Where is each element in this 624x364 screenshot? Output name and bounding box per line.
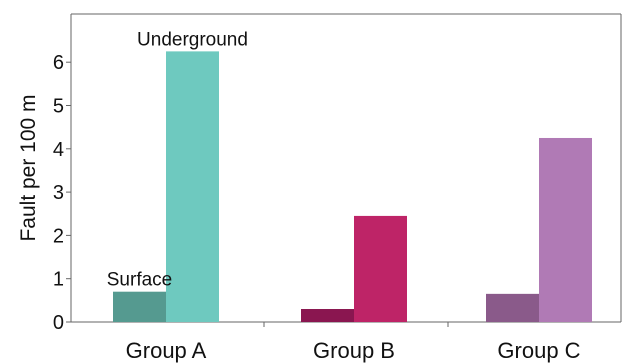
x-category-label: Group A	[126, 338, 207, 363]
bar-surface-group-a	[113, 291, 166, 322]
x-category-label: Group B	[313, 338, 395, 363]
y-tick-label: 2	[53, 225, 64, 247]
bar-surface-group-b	[301, 309, 354, 322]
y-tick-label: 1	[53, 269, 64, 291]
annotation-underground: Underground	[137, 29, 248, 50]
bar-underground-group-b	[354, 215, 407, 322]
bar-surface-group-c	[486, 293, 539, 322]
y-tick-label: 6	[53, 52, 64, 74]
labels: 0 1 2 3 4 5 6 Group A Group B Group C Fault per 10…	[17, 29, 581, 363]
y-tick-label: 3	[53, 182, 64, 204]
y-tick-label: 4	[53, 139, 64, 161]
y-tick-label: 5	[53, 96, 64, 118]
x-category-label: Group C	[497, 338, 580, 363]
y-axis-title: Fault per 100 m	[17, 94, 40, 241]
annotation-surface: Surface	[107, 270, 172, 291]
bars	[113, 51, 592, 322]
bar-underground-group-c	[539, 137, 592, 322]
y-tick-label: 0	[53, 312, 64, 334]
bar-underground-group-a	[166, 51, 219, 322]
